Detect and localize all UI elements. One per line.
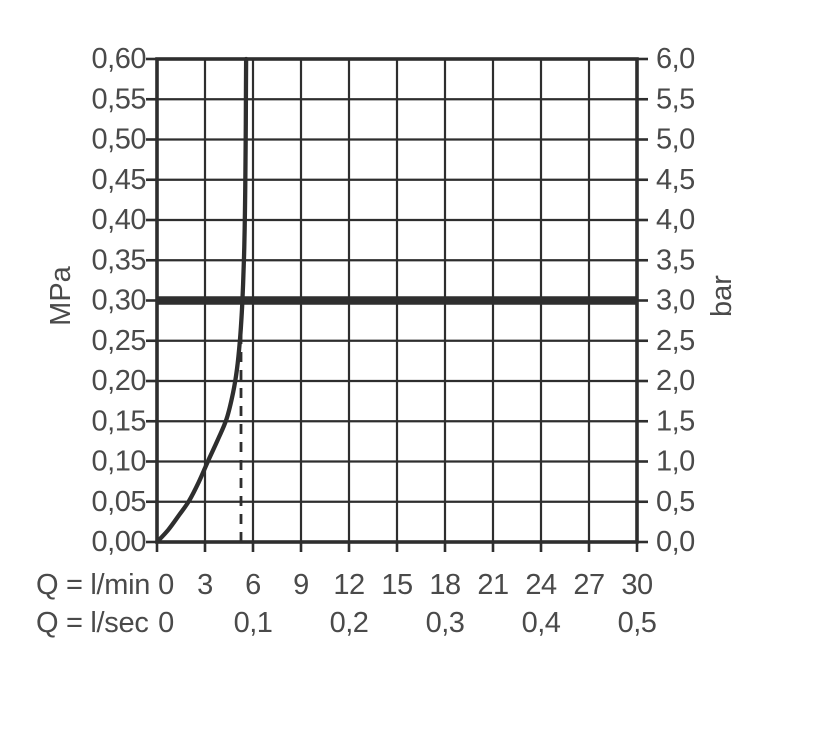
y-right-tick-label: 2,5 <box>656 325 695 357</box>
x-lsec-tick-label: 0,5 <box>618 607 657 639</box>
y-right-tick-label: 6,0 <box>656 43 695 75</box>
y-left-axis-title: MPa <box>45 265 77 326</box>
y-left-tick-label: 0,10 <box>92 446 146 478</box>
x-lsec-tick-label: 0,3 <box>426 607 465 639</box>
y-left-tick-label: 0,30 <box>92 285 146 317</box>
x-lmin-tick-label: 15 <box>381 569 412 601</box>
x-lmin-tick-label: 30 <box>621 569 652 601</box>
y-right-tick-label: 3,0 <box>656 285 695 317</box>
y-left-tick-label: 0,05 <box>92 486 146 518</box>
y-left-tick-label: 0,15 <box>92 405 146 437</box>
x-lmin-tick-label: 21 <box>477 569 508 601</box>
y-left-tick-label: 0,55 <box>92 83 146 115</box>
pressure-flow-curve <box>154 56 249 545</box>
y-right-tick-label: 5,0 <box>656 124 695 156</box>
x-lsec-tick-label: 0 <box>158 607 174 639</box>
x-lmin-tick-label: 27 <box>573 569 604 601</box>
x-axis-lsec-row-label: Q = l/sec <box>36 607 149 639</box>
y-left-tick-label: 0,25 <box>92 325 146 357</box>
x-lmin-tick-label: 9 <box>293 569 309 601</box>
y-right-tick-label: 3,5 <box>656 244 695 276</box>
y-right-tick-label: 0,0 <box>656 526 695 558</box>
x-lmin-tick-label: 3 <box>197 569 213 601</box>
x-lmin-tick-label: 0 <box>158 569 174 601</box>
y-right-axis-title: bar <box>706 275 738 317</box>
y-left-tick-label: 0,40 <box>92 204 146 236</box>
y-right-tick-label: 1,0 <box>656 446 695 478</box>
x-lmin-tick-label: 12 <box>333 569 364 601</box>
y-left-tick-label: 0,50 <box>92 124 146 156</box>
x-lmin-tick-label: 18 <box>429 569 460 601</box>
x-lsec-tick-label: 0,4 <box>522 607 561 639</box>
x-lsec-tick-label: 0,1 <box>234 607 273 639</box>
y-left-tick-label: 0,00 <box>92 526 146 558</box>
y-right-tick-label: 4,5 <box>656 164 695 196</box>
y-right-tick-label: 2,0 <box>656 365 695 397</box>
y-left-tick-label: 0,35 <box>92 244 146 276</box>
y-left-tick-label: 0,45 <box>92 164 146 196</box>
x-axis-lmin-row-label: Q = l/min <box>36 569 150 601</box>
y-left-tick-label: 0,20 <box>92 365 146 397</box>
y-right-tick-label: 4,0 <box>656 204 695 236</box>
y-right-tick-label: 0,5 <box>656 486 695 518</box>
chart-generated-layers: 0,60 6,00,55 5,50,50 5,00,45 4,50,40 4,00,35 3… <box>92 43 696 639</box>
y-right-tick-label: 5,5 <box>656 83 695 115</box>
x-lmin-tick-label: 6 <box>245 569 261 601</box>
y-left-tick-label: 0,60 <box>92 43 146 75</box>
y-right-tick-label: 1,5 <box>656 405 695 437</box>
x-lmin-tick-label: 24 <box>525 569 557 601</box>
x-lsec-tick-label: 0,2 <box>330 607 369 639</box>
